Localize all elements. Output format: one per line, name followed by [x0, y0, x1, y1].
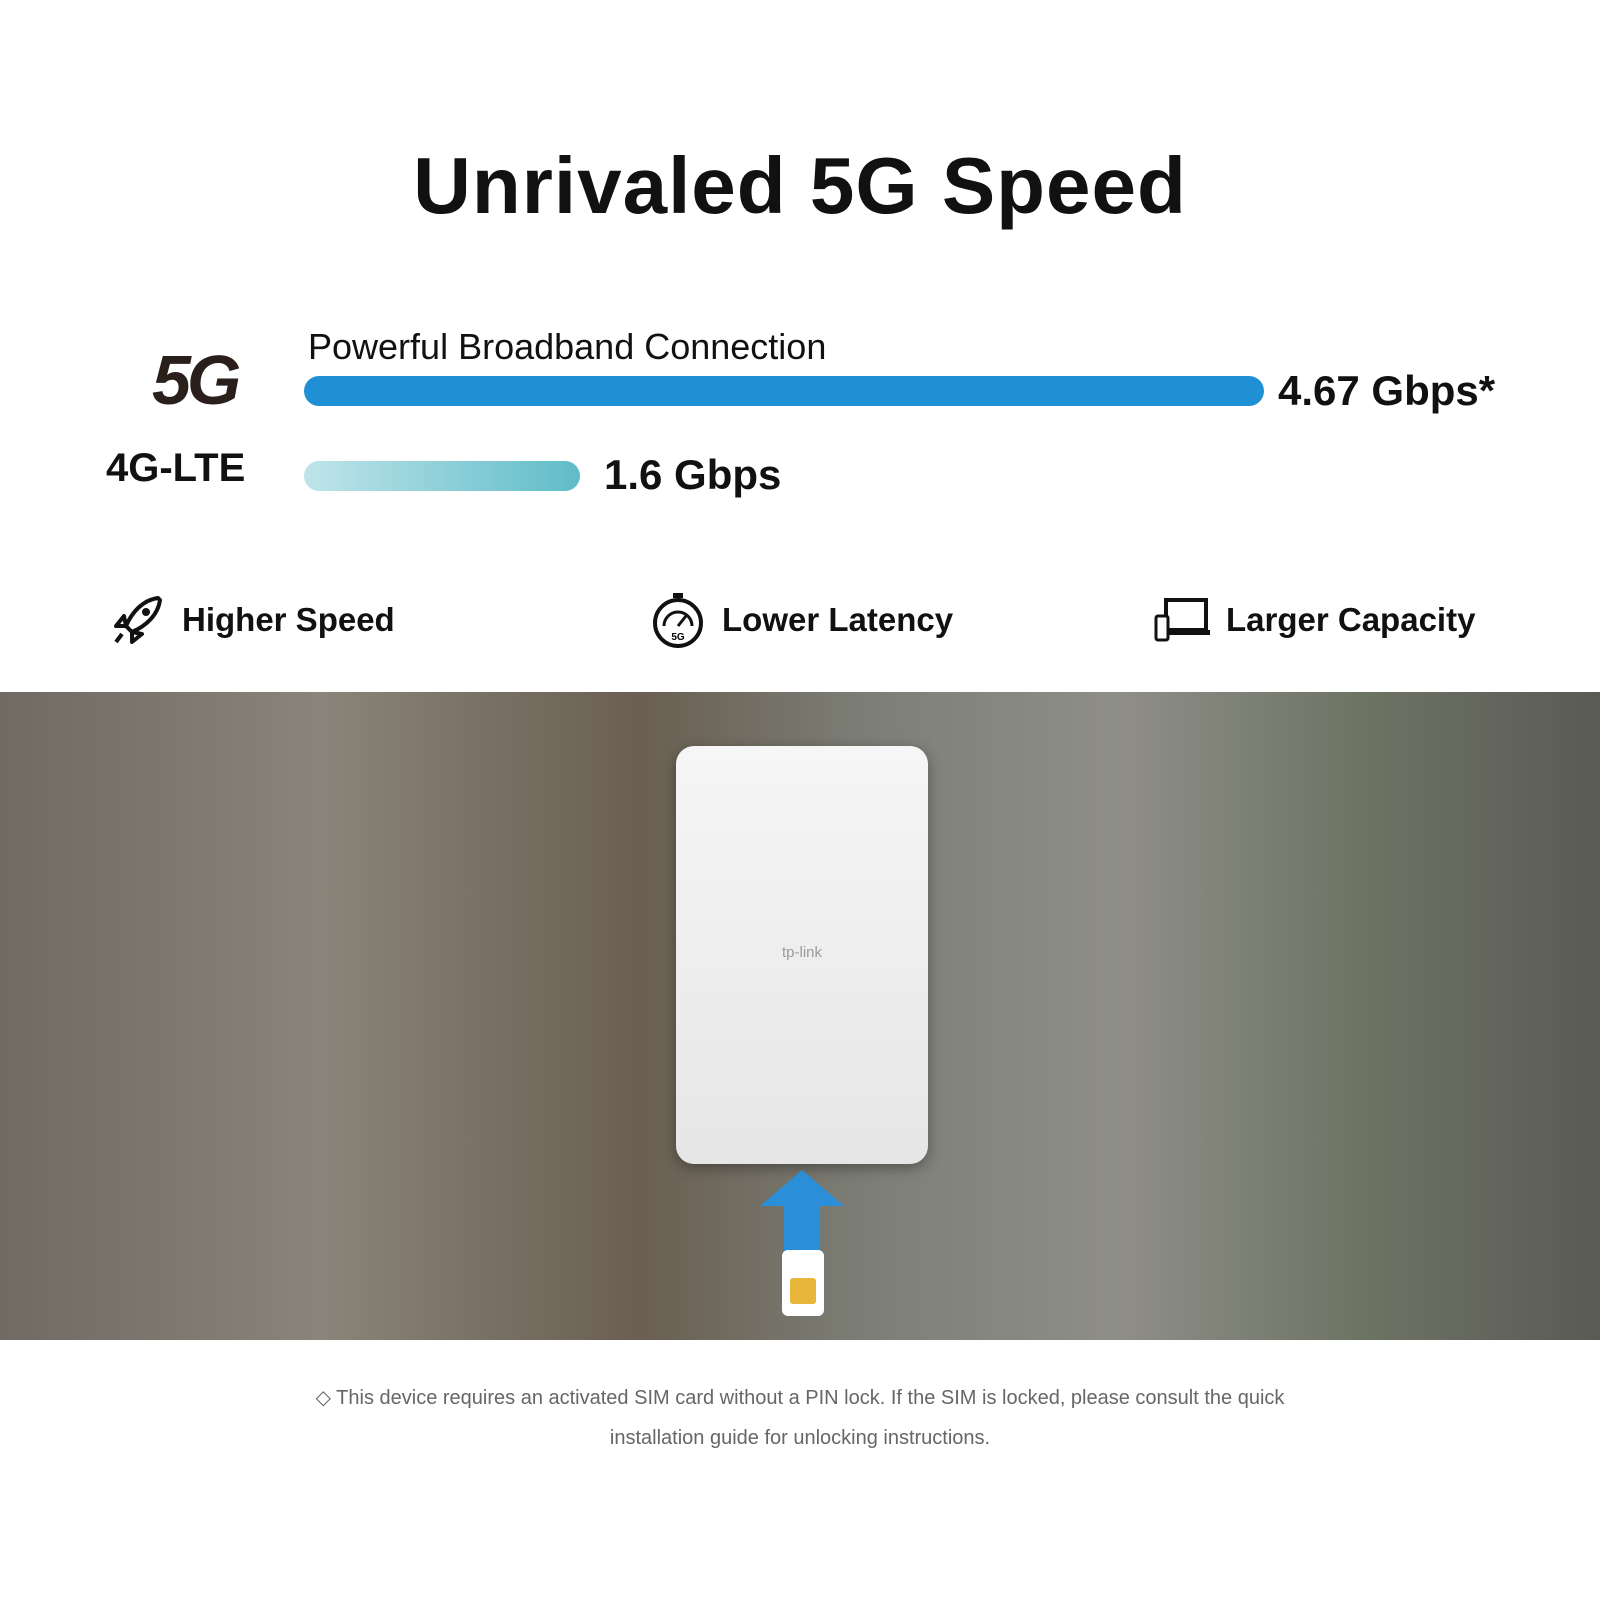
- footnote: ◇ This device requires an activated SIM …: [0, 1378, 1600, 1458]
- footnote-line: ◇ This device requires an activated SIM …: [315, 1387, 1285, 1409]
- stopwatch-icon: 5G: [653, 593, 703, 648]
- feature-label: Higher Speed: [182, 601, 395, 638]
- feature-higher-speed: Higher Speed: [108, 590, 395, 650]
- svg-text:5G: 5G: [671, 632, 685, 643]
- value-label-5g: 4.67 Gbps*: [1278, 367, 1496, 414]
- sim-chip: [790, 1278, 816, 1304]
- category-label-5g: 5G: [152, 341, 241, 419]
- arrow-up-icon: [760, 1170, 844, 1260]
- feature-label: Larger Capacity: [1226, 601, 1476, 638]
- chart-title: Powerful Broadband Connection: [308, 326, 827, 367]
- device-image: tp-link: [676, 746, 928, 1164]
- page-title: Unrivaled 5G Speed: [413, 141, 1187, 230]
- lifestyle-photo: tp-link: [0, 692, 1600, 1340]
- feature-larger-capacity: Larger Capacity: [1152, 590, 1475, 650]
- devices-icon: [1154, 598, 1210, 642]
- bar-4g: [304, 461, 580, 491]
- sim-card-icon: [782, 1250, 824, 1316]
- feature-label: Lower Latency: [722, 601, 954, 638]
- value-label-4g: 1.6 Gbps: [604, 451, 782, 498]
- rocket-icon: [114, 596, 162, 644]
- brand-logo: tp-link: [781, 944, 822, 961]
- feature-lower-latency: 5G Lower Latency: [648, 590, 953, 650]
- footnote-line: installation guide for unlocking instruc…: [609, 1427, 991, 1449]
- category-label-4g: 4G-LTE: [106, 446, 246, 490]
- bar-5g: [304, 376, 1264, 406]
